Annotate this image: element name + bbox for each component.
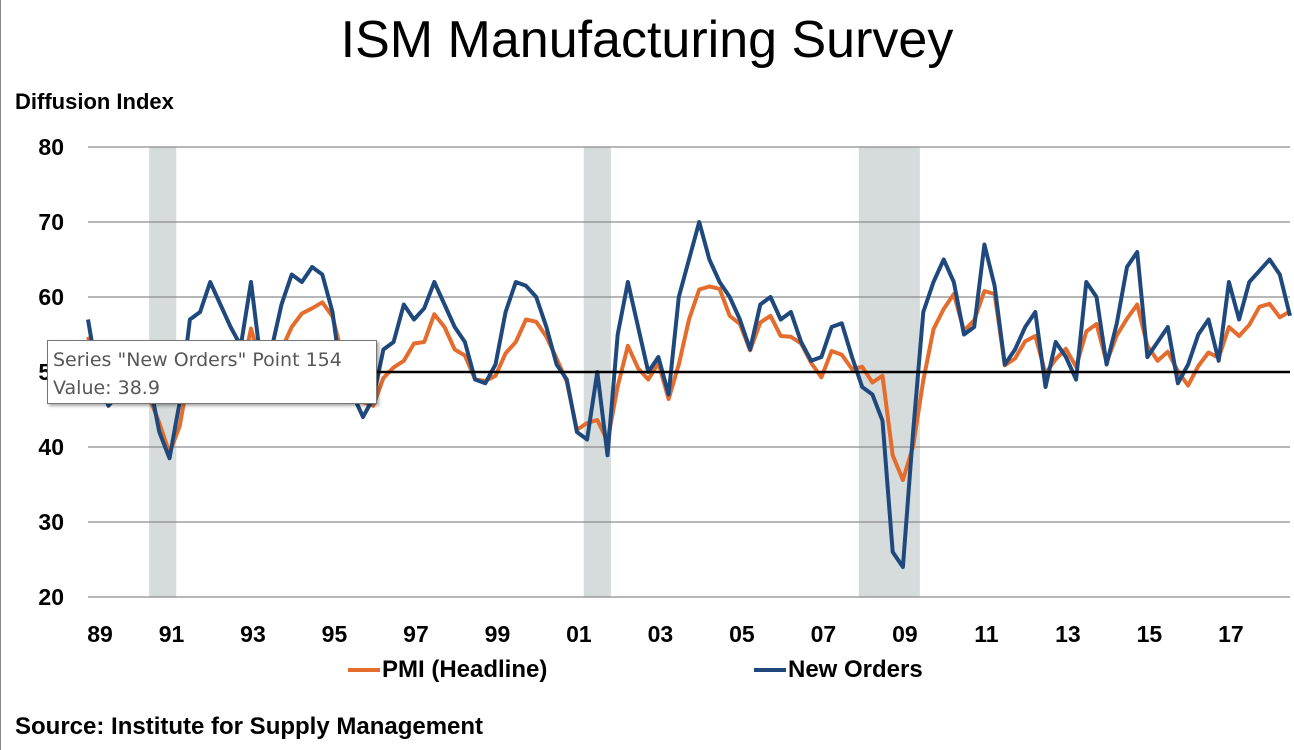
- x-tick-label: 97: [403, 621, 429, 647]
- x-tick-label: 05: [729, 621, 755, 647]
- x-tick-label: 89: [87, 621, 113, 647]
- legend-swatch-pmi: [348, 668, 380, 672]
- chart-title: ISM Manufacturing Survey: [340, 11, 954, 69]
- series-line-new-orders: [86, 220, 1292, 569]
- x-tick-label: 11: [974, 621, 999, 647]
- y-tick-label: 30: [38, 509, 64, 535]
- tooltip-value-line: Value: 38.9: [53, 377, 160, 399]
- x-tick-label: 95: [322, 621, 348, 647]
- legend-item-pmi[interactable]: PMI (Headline): [348, 656, 547, 684]
- legend-swatch-new-orders: [754, 668, 786, 672]
- x-tick-label: 99: [485, 621, 511, 647]
- y-tick-label: 60: [38, 284, 64, 310]
- legend-label-pmi: PMI (Headline): [382, 656, 548, 683]
- y-tick-label: 40: [38, 434, 64, 460]
- legend-item-new-orders[interactable]: New Orders: [754, 656, 923, 684]
- y-tick-label: 20: [38, 584, 64, 610]
- source-note: Source: Institute for Supply Management: [15, 713, 484, 740]
- x-tick-label: 09: [892, 621, 918, 647]
- x-tick-label: 91: [159, 621, 185, 647]
- legend-label-new-orders: New Orders: [788, 656, 923, 683]
- x-tick-label: 93: [240, 621, 266, 647]
- y-tick-label: 80: [38, 134, 64, 160]
- data-point-tooltip: Series "New Orders" Point 154 Value: 38.…: [47, 340, 377, 404]
- x-tick-label: 07: [811, 621, 837, 647]
- tooltip-series-line: Series "New Orders" Point 154: [53, 349, 342, 371]
- x-tick-label: 15: [1137, 621, 1163, 647]
- chart-frame: [0, 0, 1, 750]
- series-line-pmi: [86, 284, 1292, 482]
- x-tick-label: 13: [1055, 621, 1081, 647]
- y-axis-label: Diffusion Index: [15, 89, 174, 114]
- y-tick-label: 70: [38, 209, 64, 235]
- x-tick-label: 01: [566, 621, 592, 647]
- x-tick-label: 17: [1218, 621, 1244, 647]
- x-tick-label: 03: [648, 621, 674, 647]
